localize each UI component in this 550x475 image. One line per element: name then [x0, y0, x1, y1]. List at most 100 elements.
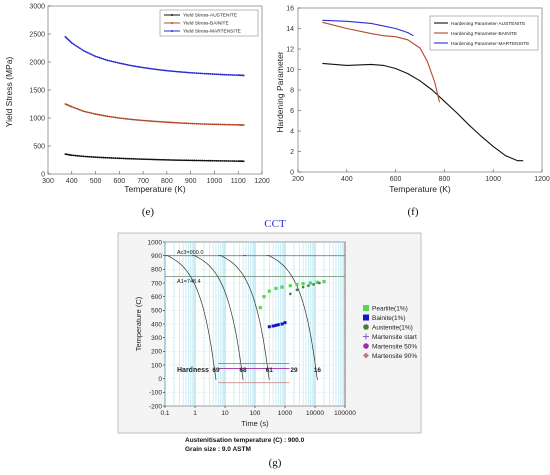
panel-e-ytick-label: 1500: [29, 88, 45, 95]
panel-e-data-point: [78, 108, 81, 111]
panel-e-data-point: [215, 73, 218, 76]
panel-e-data-point: [88, 52, 91, 55]
panel-e-data-point: [116, 157, 119, 160]
panel-e-data-point: [169, 70, 172, 72]
panel-e-data-point: [164, 158, 166, 161]
cct-ticks: 0.1 1 10 100 1000 10000 1000001000900800700600…: [148, 239, 357, 417]
panel-e-data-point: [211, 123, 214, 126]
cct-xtick-label: 100: [250, 410, 261, 417]
panel-e-data-point: [242, 74, 245, 77]
panel-e-data-point: [181, 122, 184, 125]
panel-e-data-point: [189, 122, 192, 125]
panel-e-data-point: [165, 121, 168, 124]
panel-e-data-point: [229, 73, 232, 76]
panel-e-data-point: [106, 156, 109, 159]
panel-e-data-point: [84, 110, 87, 113]
panel-e-data-point: [215, 159, 218, 162]
panel-e-data-point: [74, 44, 77, 47]
panel-e-data-point: [150, 158, 152, 161]
panel-e-legend-marker: [171, 14, 173, 16]
cct-ytick-label: 500: [151, 308, 162, 315]
panel-e-data-point: [82, 110, 85, 113]
cct-cooling-curve: [167, 255, 217, 381]
panel-e-xtick-label: 800: [161, 178, 173, 185]
panel-e-data-point: [118, 62, 121, 65]
cct-pearlite-point: [262, 295, 266, 299]
panel-f-xlabel: Temperature (K): [389, 184, 451, 194]
cct-xtick-label: 0.1: [160, 410, 169, 417]
cct-austenite-point: [295, 288, 299, 292]
panel-e-xtick-label: 600: [113, 178, 125, 185]
panel-e-legend-label: Yield Stress-MARTENSITE: [183, 29, 241, 35]
cct-austenite-point: [289, 292, 292, 296]
panel-e-data-point: [148, 120, 150, 122]
panel-e-data-point: [173, 70, 176, 73]
panel-e-data-point: [185, 122, 188, 125]
panel-e-data-point: [219, 73, 222, 76]
panel-e-data-point: [148, 158, 150, 161]
panel-e-data-point: [193, 72, 196, 74]
panel-e-data-point: [207, 123, 210, 126]
panel-e-data-point: [94, 156, 97, 159]
panel-e-data-point: [156, 158, 158, 161]
cct-xtick-label: 1000: [278, 410, 293, 417]
cct-bainite-point: [267, 325, 271, 329]
panel-e-data-point: [104, 58, 107, 61]
panel-f-ytick-label: 4: [290, 129, 294, 136]
panel-e-data-point: [185, 71, 188, 74]
cct-hardness-value: 29: [290, 367, 298, 374]
cct-ac3-label: Ac3=900.0: [177, 250, 203, 256]
panel-e-data-point: [175, 70, 178, 73]
panel-e-data-point: [120, 62, 123, 65]
panel-e-data-point: [154, 68, 156, 71]
panel-f: Hardening Parameter Temperature (K) 200 4…: [275, 6, 550, 219]
panel-e-data-point: [179, 159, 182, 162]
cct-hardness-value: 61: [266, 367, 274, 374]
panel-f-series-line: [322, 21, 441, 103]
panel-e-data-point: [150, 67, 152, 70]
cct-cooling-curve: [269, 255, 318, 381]
cct-title: CCT: [264, 218, 286, 230]
panel-e-data-point: [74, 107, 77, 110]
panel-e-data-point: [160, 158, 162, 161]
panel-e-data-point: [142, 119, 145, 122]
cct-ytick-label: 900: [151, 253, 162, 260]
panel-e-data-point: [134, 157, 137, 160]
panel-e-data-point: [116, 116, 119, 119]
panel-e-data-point: [90, 112, 93, 115]
panel-e-data-point: [167, 159, 170, 161]
cct-cooling-curve: [194, 255, 244, 381]
cct-austenite-point: [301, 285, 305, 289]
panel-e-data-point: [86, 111, 89, 114]
panel-e-data-point: [233, 160, 236, 162]
panel-e-data-point: [96, 56, 99, 58]
panel-e-xtick-label: 700: [137, 178, 149, 185]
panel-e-data-point: [242, 124, 245, 126]
cct-legend-label: Martensite 90%: [372, 353, 417, 360]
panel-e-data-point: [154, 158, 156, 161]
cct-ytick-label: 200: [151, 349, 162, 356]
panel-e-data-point: [165, 69, 168, 72]
panel-e-data-point: [219, 123, 222, 126]
panel-e-data-point: [104, 115, 107, 117]
panel-e-xtick-label: 500: [90, 178, 102, 185]
cct-pearlite-point: [315, 280, 319, 284]
panel-e-data-point: [231, 160, 234, 162]
panel-e-data-point: [98, 113, 101, 116]
panel-f-ytick-label: 6: [290, 108, 294, 115]
panel-e-data-point: [72, 154, 75, 157]
panel-e-data-point: [122, 117, 125, 120]
panel-f-xtick-label: 1000: [485, 176, 501, 183]
panel-e-data-point: [70, 105, 73, 108]
panel-e-data-point: [110, 157, 113, 159]
panel-e-data-point: [162, 158, 164, 161]
panel-e-data-point: [209, 123, 212, 126]
panel-f-xtick-label: 400: [341, 176, 353, 183]
panel-e-ytick-label: 3000: [29, 4, 45, 11]
panel-e-data-point: [140, 158, 143, 160]
panel-e-data-point: [229, 160, 232, 162]
panel-e-data-point: [167, 121, 170, 124]
panel-e-data-point: [183, 71, 186, 74]
panel-e-data-point: [171, 159, 174, 161]
panel-e-ytick-label: 0: [41, 172, 45, 179]
